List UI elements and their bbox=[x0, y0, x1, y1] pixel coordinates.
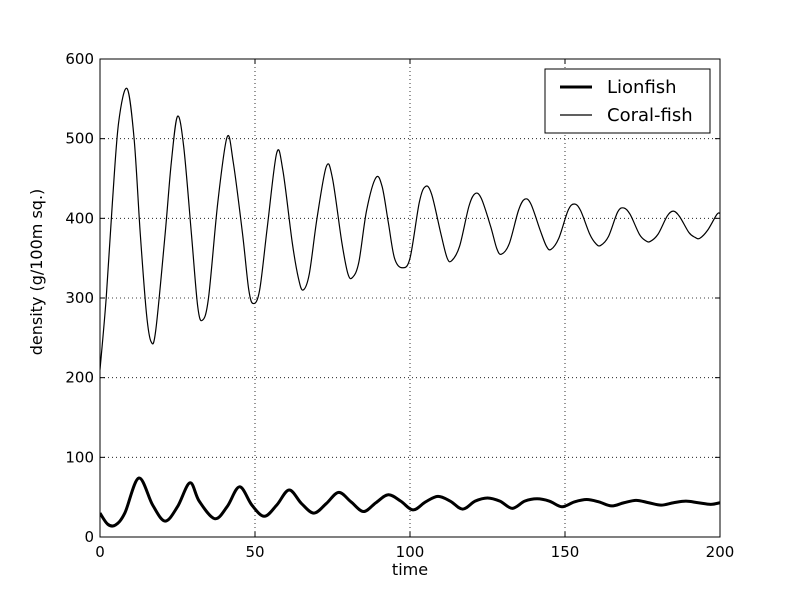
legend-label-lionfish: Lionfish bbox=[607, 77, 677, 98]
y-tick-label: 500 bbox=[65, 130, 94, 148]
plot-series bbox=[100, 87, 720, 528]
y-tick-label: 0 bbox=[84, 528, 94, 546]
x-tick-label: 0 bbox=[95, 543, 105, 561]
y-tick-label: 200 bbox=[65, 369, 94, 387]
legend: Lionfish Coral-fish bbox=[544, 68, 711, 134]
series-line-lionfish bbox=[100, 476, 720, 528]
x-axis-label: time bbox=[392, 560, 428, 579]
series-line-coral-fish bbox=[100, 87, 720, 370]
legend-label-coral-fish: Coral-fish bbox=[607, 105, 693, 126]
axis-ticks: 0 50 100 150 200 0 100 200 300 400 500 600 bbox=[65, 50, 734, 561]
y-tick-label: 400 bbox=[65, 209, 94, 227]
grid bbox=[100, 59, 720, 537]
y-tick-label: 600 bbox=[65, 50, 94, 68]
x-tick-label: 50 bbox=[245, 543, 264, 561]
y-tick-label: 100 bbox=[65, 448, 94, 466]
x-tick-label: 100 bbox=[396, 543, 425, 561]
y-tick-label: 300 bbox=[65, 289, 94, 307]
x-tick-label: 150 bbox=[551, 543, 580, 561]
y-axis-label: density (g/100m sq.) bbox=[27, 189, 46, 356]
legend-box bbox=[544, 68, 711, 134]
x-tick-label: 200 bbox=[706, 543, 735, 561]
